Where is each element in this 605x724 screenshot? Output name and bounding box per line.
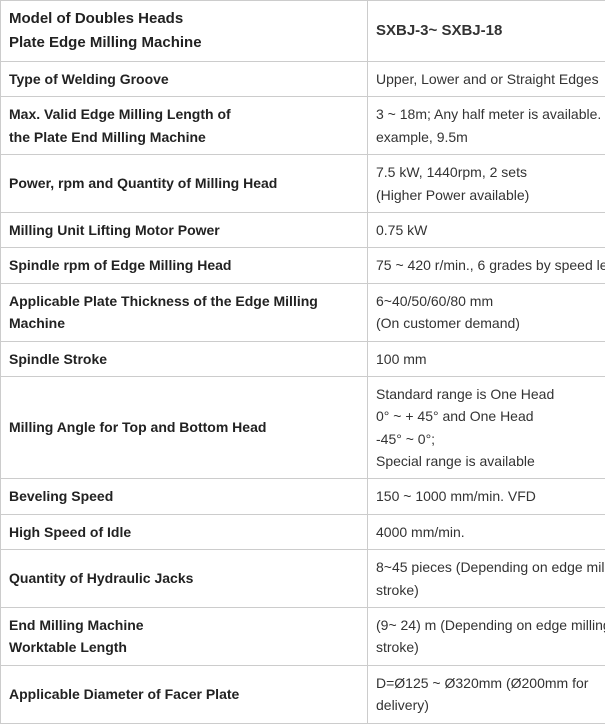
spec-value: D=Ø125 ~ Ø320mm (Ø200mm for delivery) [368, 665, 605, 723]
spec-value: 7.5 kW, 1440rpm, 2 sets(Higher Power ava… [368, 155, 605, 213]
table-row: Type of Welding GrooveUpper, Lower and o… [1, 62, 605, 97]
spec-value: 4000 mm/min. [368, 514, 605, 549]
spec-label: Beveling Speed [1, 479, 368, 514]
table-row: Applicable Plate Thickness of the Edge M… [1, 283, 605, 341]
spec-value: 3 ~ 18m; Any half meter is available. Fo… [368, 97, 605, 155]
spec-label: High Speed of Idle [1, 514, 368, 549]
spec-label: Model of Doubles HeadsPlate Edge Milling… [1, 1, 368, 62]
spec-label: Applicable Diameter of Facer Plate [1, 665, 368, 723]
table-row: Quantity of Hydraulic Jacks8~45 pieces (… [1, 550, 605, 608]
spec-label: Spindle Stroke [1, 341, 368, 376]
spec-label: Milling Angle for Top and Bottom Head [1, 376, 368, 479]
spec-label: Power, rpm and Quantity of Milling Head [1, 155, 368, 213]
spec-value: 100 mm [368, 341, 605, 376]
spec-value: 150 ~ 1000 mm/min. VFD [368, 479, 605, 514]
spec-label: Max. Valid Edge Milling Length ofthe Pla… [1, 97, 368, 155]
spec-value: 8~45 pieces (Depending on edge milling s… [368, 550, 605, 608]
spec-label: Milling Unit Lifting Motor Power [1, 212, 368, 247]
table-row: Milling Angle for Top and Bottom Head St… [1, 376, 605, 479]
spec-label: Spindle rpm of Edge Milling Head [1, 248, 368, 283]
spec-value: 75 ~ 420 r/min., 6 grades by speed lever [368, 248, 605, 283]
spec-value: 6~40/50/60/80 mm(On customer demand) [368, 283, 605, 341]
table-row: Spindle Stroke100 mm [1, 341, 605, 376]
spec-value: Standard range is One Head0° ~ + 45° and… [368, 376, 605, 479]
table-row: Applicable Diameter of Facer PlateD=Ø125… [1, 665, 605, 723]
table-row: Model of Doubles HeadsPlate Edge Milling… [1, 1, 605, 62]
spec-label: Type of Welding Groove [1, 62, 368, 97]
spec-value: 0.75 kW [368, 212, 605, 247]
spec-header-value: SXBJ-3~ SXBJ-18 [368, 1, 605, 62]
table-row: End Milling MachineWorktable Length(9~ 2… [1, 608, 605, 666]
table-row: Beveling Speed 150 ~ 1000 mm/min. VFD [1, 479, 605, 514]
spec-value: (9~ 24) m (Depending on edge milling str… [368, 608, 605, 666]
spec-table-body: Model of Doubles HeadsPlate Edge Milling… [1, 1, 605, 724]
table-row: Spindle rpm of Edge Milling Head 75 ~ 42… [1, 248, 605, 283]
table-row: Max. Valid Edge Milling Length ofthe Pla… [1, 97, 605, 155]
table-row: Milling Unit Lifting Motor Power 0.75 kW [1, 212, 605, 247]
table-row: Power, rpm and Quantity of Milling Head7… [1, 155, 605, 213]
spec-label: Applicable Plate Thickness of the Edge M… [1, 283, 368, 341]
spec-value: Upper, Lower and or Straight Edges [368, 62, 605, 97]
spec-label: End Milling MachineWorktable Length [1, 608, 368, 666]
spec-label: Quantity of Hydraulic Jacks [1, 550, 368, 608]
table-row: High Speed of Idle4000 mm/min. [1, 514, 605, 549]
spec-table: Model of Doubles HeadsPlate Edge Milling… [0, 0, 605, 724]
